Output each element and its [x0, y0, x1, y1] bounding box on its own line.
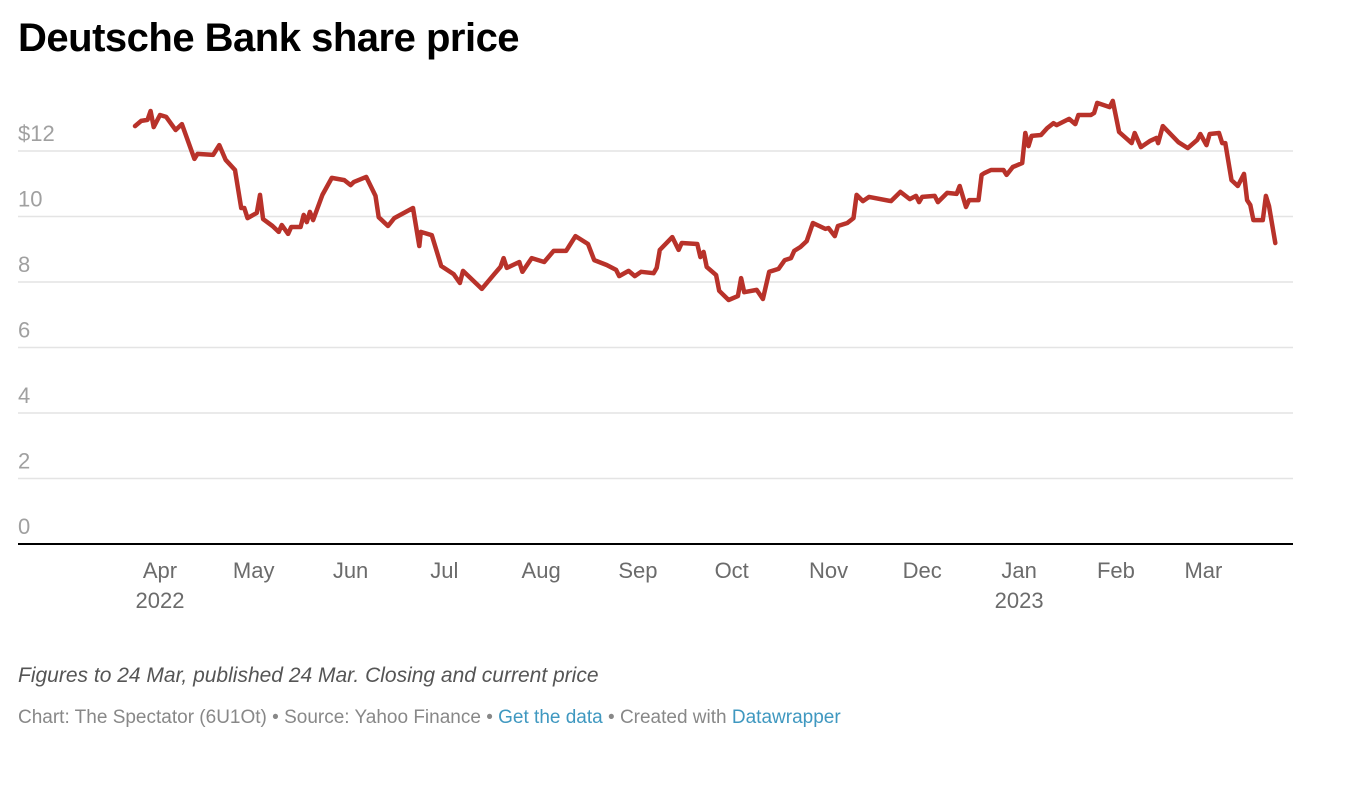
- x-tick-year-label: 2022: [136, 588, 185, 613]
- separator: •: [602, 707, 620, 728]
- chart-byline: Chart: The Spectator (6U1Ot) • Source: Y…: [18, 707, 841, 729]
- y-tick-label: 8: [18, 252, 30, 277]
- chart-title: Deutsche Bank share price: [18, 16, 520, 60]
- line-chart: $12 10 8 6 4 2 0 Apr 2022 May Jun Jul Aug Sep Oct Nov D…: [18, 98, 1293, 613]
- y-axis-labels: $12 10 8 6 4 2 0: [18, 121, 55, 539]
- y-tick-label: 10: [18, 187, 42, 212]
- source-label: Source: Yahoo Finance: [284, 707, 481, 728]
- chart-notes: Figures to 24 Mar, published 24 Mar. Clo…: [18, 664, 599, 687]
- x-tick-label: Sep: [618, 558, 657, 583]
- y-tick-label: 0: [18, 514, 30, 539]
- x-tick-label: Nov: [809, 558, 848, 583]
- x-tick-label: Oct: [715, 558, 749, 583]
- x-tick-label: May: [233, 558, 275, 583]
- x-tick-label: Aug: [522, 558, 561, 583]
- x-tick-label: Dec: [903, 558, 942, 583]
- x-axis-labels: Apr 2022 May Jun Jul Aug Sep Oct Nov Dec Jan 2023 Fe…: [136, 558, 1223, 613]
- x-tick-label: Jun: [333, 558, 368, 583]
- series-line-deutsche-bank: [132, 98, 1278, 303]
- chart-credit: Chart: The Spectator (6U1Ot): [18, 707, 267, 728]
- y-tick-label: 2: [18, 449, 30, 474]
- gridlines: [18, 150, 1293, 480]
- datawrapper-link[interactable]: Datawrapper: [731, 707, 841, 728]
- x-tick-label: Jan: [1001, 558, 1036, 583]
- separator: •: [266, 707, 285, 728]
- get-the-data-link[interactable]: Get the data: [498, 707, 603, 728]
- y-tick-label: $12: [18, 121, 55, 146]
- x-tick-label: Jul: [430, 558, 458, 583]
- x-tick-label: Feb: [1097, 558, 1135, 583]
- separator: •: [480, 707, 499, 728]
- y-tick-label: 6: [18, 318, 30, 343]
- x-tick-label: Mar: [1184, 558, 1222, 583]
- y-tick-label: 4: [18, 383, 30, 408]
- created-with-label: Created with: [619, 707, 732, 728]
- x-tick-label: Apr: [143, 558, 177, 583]
- x-tick-year-label: 2023: [995, 588, 1044, 613]
